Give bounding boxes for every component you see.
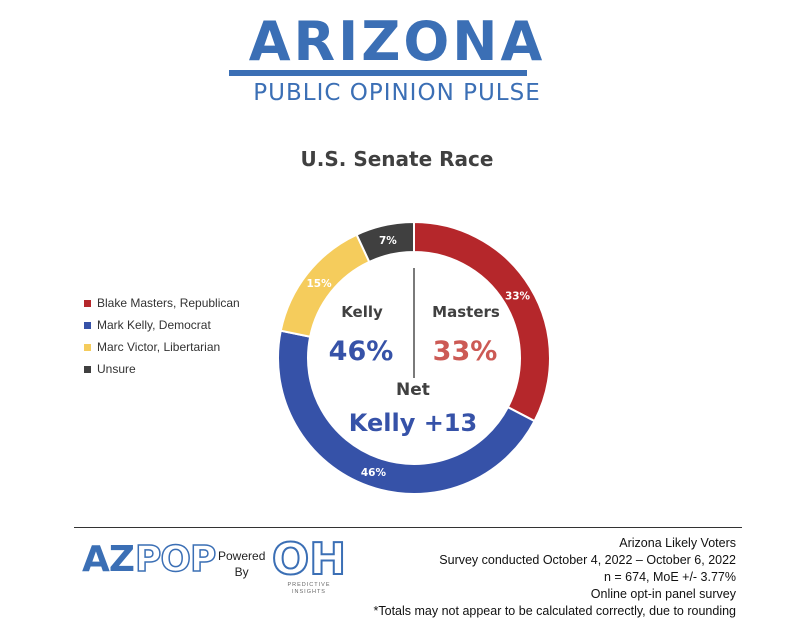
logo-rule (229, 70, 527, 76)
center-right-value: 33% (433, 336, 498, 367)
legend-item-victor: Marc Victor, Libertarian (84, 336, 240, 358)
note-sample: n = 674, MoE +/- 3.77% (603, 570, 736, 584)
legend-label: Blake Masters, Republican (97, 296, 240, 310)
oh-sub-line1: PREDICTIVE (287, 582, 331, 588)
powered-line1: Powered (218, 549, 266, 563)
powered-by: Powered By (218, 548, 265, 580)
slice-label-3: 7% (379, 235, 397, 247)
oh-logo-icon: OH (272, 534, 346, 582)
azpop-logo: AZPOP (82, 538, 217, 581)
footer-notes: Arizona Likely Voters Survey conducted O… (374, 535, 736, 620)
donut-slices (277, 220, 551, 495)
legend-item-kelly: Mark Kelly, Democrat (84, 314, 240, 336)
legend-swatch (84, 343, 91, 351)
slice-labels: 33% 46% 15% 7% (306, 235, 530, 479)
footer-rule (74, 527, 742, 528)
slice-label-1: 46% (361, 467, 387, 479)
legend-swatch (84, 321, 91, 329)
chart-title: U.S. Senate Race (300, 147, 494, 171)
center-net-label: Net (396, 380, 430, 400)
note-dates: Survey conducted October 4, 2022 – Octob… (439, 553, 736, 567)
legend-label: Unsure (97, 362, 136, 376)
note-method: Online opt-in panel survey (590, 587, 736, 601)
azpop-pop: POP (134, 538, 217, 581)
legend-label: Marc Victor, Libertarian (97, 340, 221, 354)
note-rounding: *Totals may not appear to be calculated … (373, 604, 736, 618)
oh-logo-text: OH (272, 534, 346, 582)
donut-slice-1 (277, 329, 536, 495)
note-population: Arizona Likely Voters (619, 536, 736, 550)
azpop-az: AZ (82, 539, 135, 580)
logo-subtitle: PUBLIC OPINION PULSE (253, 80, 541, 106)
legend: Blake Masters, Republican Mark Kelly, De… (84, 292, 240, 380)
powered-line2: By (234, 565, 249, 579)
center-left-value: 46% (329, 336, 394, 367)
center-left-name: Kelly (341, 303, 383, 321)
slice-label-2: 15% (306, 278, 332, 290)
oh-logo-subtitle: PREDICTIVE INSIGHTS (272, 582, 346, 596)
logo-title: ARIZONA (248, 10, 546, 73)
donut-slice-3 (355, 220, 415, 264)
legend-swatch (84, 299, 91, 307)
donut-slice-0 (413, 220, 551, 423)
legend-item-unsure: Unsure (84, 358, 240, 380)
legend-item-masters: Blake Masters, Republican (84, 292, 240, 314)
legend-label: Mark Kelly, Democrat (97, 318, 211, 332)
header: ARIZONA (0, 12, 794, 72)
center-right-name: Masters (432, 303, 500, 321)
oh-sub-line2: INSIGHTS (292, 589, 326, 595)
legend-swatch (84, 365, 91, 373)
center-net-value: Kelly +13 (349, 409, 477, 437)
slice-label-0: 33% (505, 290, 531, 302)
